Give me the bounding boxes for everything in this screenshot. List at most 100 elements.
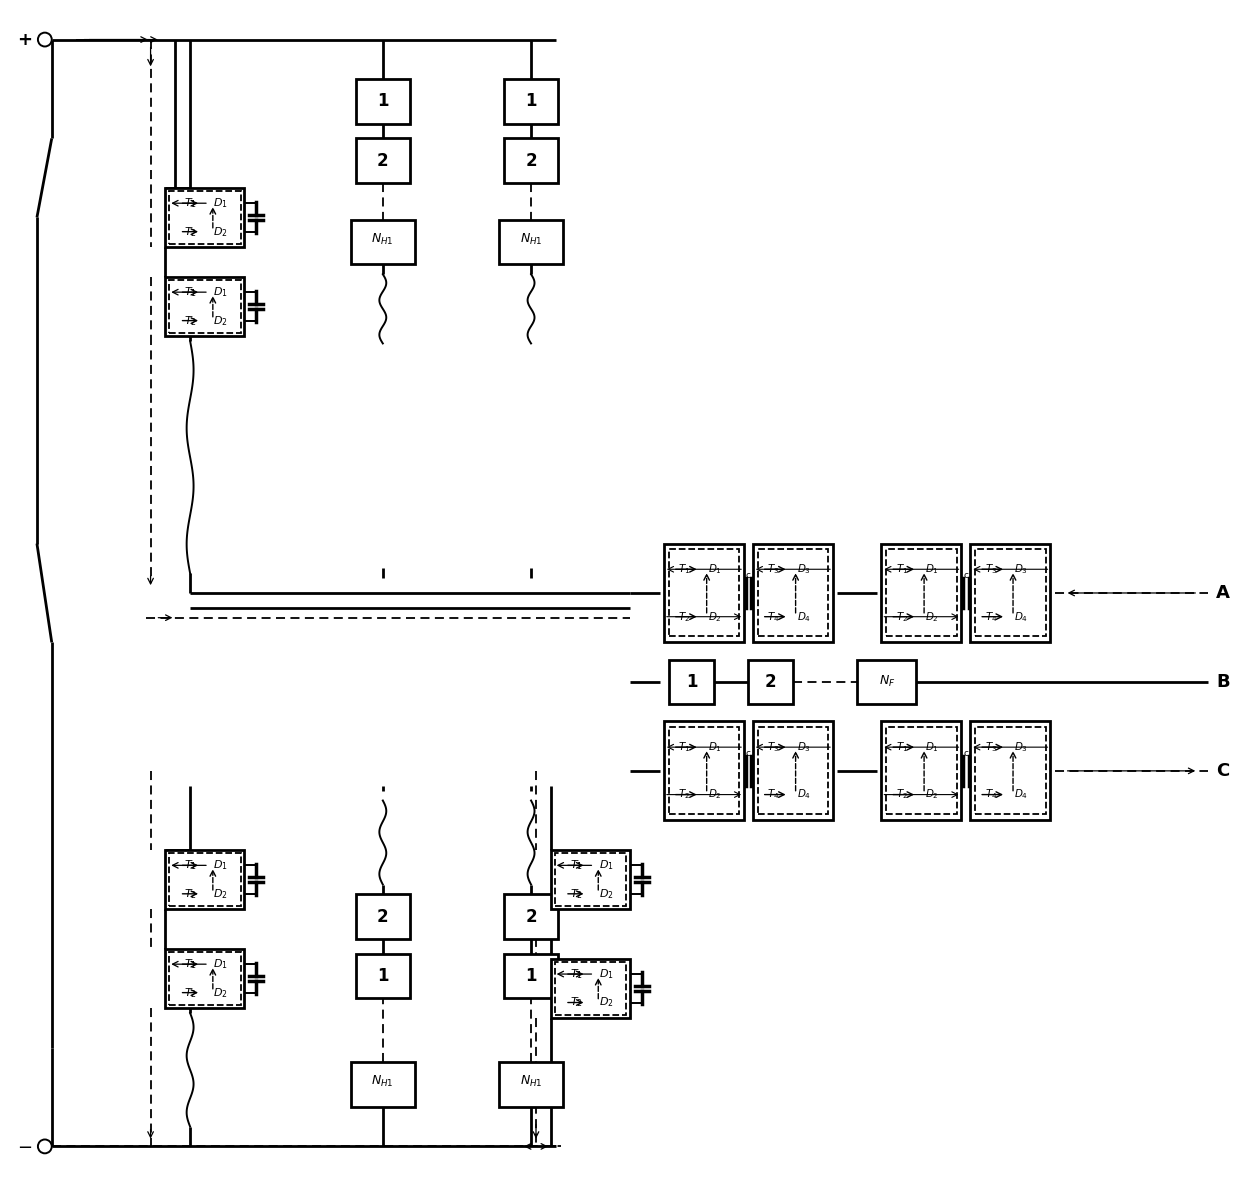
Bar (663, 722, 744, 820)
Text: $D_1$: $D_1$ (599, 968, 614, 981)
Text: $D_2$: $D_2$ (708, 609, 722, 623)
Text: $T_2$: $T_2$ (185, 887, 197, 900)
Bar (971, 722, 1050, 820)
Bar (351, 1062, 415, 1107)
Text: $D_1$: $D_1$ (213, 859, 228, 872)
Bar (749, 660, 792, 704)
Text: $D_3$: $D_3$ (1014, 741, 1028, 754)
Text: $D_2$: $D_2$ (213, 313, 228, 328)
Bar (351, 220, 415, 264)
Text: $D_1$: $D_1$ (708, 562, 722, 576)
Bar (170, 951, 241, 1006)
Bar (554, 962, 626, 1015)
Bar (356, 894, 410, 939)
Text: $D_2$: $D_2$ (925, 609, 939, 623)
Text: $D_1$: $D_1$ (213, 285, 228, 299)
Bar (975, 549, 1045, 636)
Text: 2: 2 (377, 907, 388, 925)
Text: $D_4$: $D_4$ (796, 788, 811, 802)
Text: $T_1$: $T_1$ (678, 562, 691, 576)
Text: 1: 1 (377, 92, 388, 110)
Bar (882, 722, 961, 820)
Bar (165, 277, 244, 336)
Text: $T_3$: $T_3$ (768, 562, 780, 576)
Bar (551, 849, 630, 910)
Text: $N_{H1}$: $N_{H1}$ (372, 232, 394, 247)
Text: $D_4$: $D_4$ (796, 609, 811, 623)
Text: $T_1$: $T_1$ (569, 968, 583, 981)
Bar (975, 728, 1045, 814)
Text: $T_1$: $T_1$ (185, 196, 197, 211)
Text: $T_1$: $T_1$ (185, 859, 197, 872)
Text: $T_2$: $T_2$ (569, 887, 583, 900)
Text: $D_4$: $D_4$ (1014, 609, 1028, 623)
Text: $T_1$: $T_1$ (678, 741, 691, 754)
Bar (554, 853, 626, 906)
Text: $D_1$: $D_1$ (599, 859, 614, 872)
Text: $T_1$: $T_1$ (185, 957, 197, 971)
Text: $D_2$: $D_2$ (213, 225, 228, 239)
Text: B: B (1216, 673, 1230, 691)
Bar (670, 660, 714, 704)
Bar (503, 138, 558, 183)
Text: $T_1$: $T_1$ (895, 741, 908, 754)
Bar (356, 79, 410, 123)
Text: $T_1$: $T_1$ (569, 859, 583, 872)
Text: $D_1$: $D_1$ (925, 741, 939, 754)
Text: $D_2$: $D_2$ (708, 788, 722, 802)
Text: $T_2$: $T_2$ (185, 225, 197, 239)
Text: $-$: $-$ (17, 1137, 32, 1156)
Text: $D_3$: $D_3$ (1014, 562, 1028, 576)
Bar (758, 549, 828, 636)
Text: $T_3$: $T_3$ (985, 562, 997, 576)
Text: $T_4$: $T_4$ (768, 609, 780, 623)
Text: $D_3$: $D_3$ (796, 741, 811, 754)
Text: $T_2$: $T_2$ (569, 996, 583, 1009)
Bar (498, 220, 563, 264)
Text: $T_4$: $T_4$ (985, 788, 997, 802)
Text: c: c (746, 749, 751, 757)
Text: $T_2$: $T_2$ (185, 313, 197, 328)
Bar (971, 543, 1050, 642)
Bar (882, 543, 961, 642)
Text: $N_F$: $N_F$ (879, 674, 895, 690)
Bar (498, 1062, 563, 1107)
Bar (753, 543, 833, 642)
Text: $T_2$: $T_2$ (895, 788, 908, 802)
Bar (165, 849, 244, 910)
Text: 2: 2 (526, 151, 537, 169)
Text: $D_1$: $D_1$ (213, 957, 228, 971)
Text: $D_1$: $D_1$ (925, 562, 939, 576)
Bar (668, 728, 739, 814)
Text: $T_2$: $T_2$ (895, 609, 908, 623)
Bar (503, 79, 558, 123)
Bar (503, 894, 558, 939)
Bar (170, 190, 241, 244)
Text: $T_4$: $T_4$ (768, 788, 780, 802)
Bar (551, 958, 630, 1017)
Bar (503, 953, 558, 998)
Bar (356, 953, 410, 998)
Text: $N_{H1}$: $N_{H1}$ (372, 1074, 394, 1090)
Text: $T_2$: $T_2$ (185, 985, 197, 1000)
Text: $T_3$: $T_3$ (768, 741, 780, 754)
Text: 1: 1 (377, 967, 388, 985)
Text: 2: 2 (526, 907, 537, 925)
Text: $D_2$: $D_2$ (599, 996, 614, 1009)
Text: 1: 1 (686, 673, 697, 691)
Bar (170, 279, 241, 334)
Text: $D_1$: $D_1$ (213, 196, 228, 211)
Text: c: c (746, 570, 751, 580)
Text: $D_2$: $D_2$ (213, 887, 228, 900)
Text: $D_2$: $D_2$ (925, 788, 939, 802)
Text: 1: 1 (526, 92, 537, 110)
Bar (170, 853, 241, 906)
Bar (887, 728, 956, 814)
Text: C: C (1216, 762, 1230, 780)
Text: 2: 2 (765, 673, 776, 691)
Text: $T_2$: $T_2$ (678, 609, 691, 623)
Text: $T_1$: $T_1$ (895, 562, 908, 576)
Text: 1: 1 (526, 967, 537, 985)
Text: $D_2$: $D_2$ (599, 887, 614, 900)
Text: $D_4$: $D_4$ (1014, 788, 1028, 802)
